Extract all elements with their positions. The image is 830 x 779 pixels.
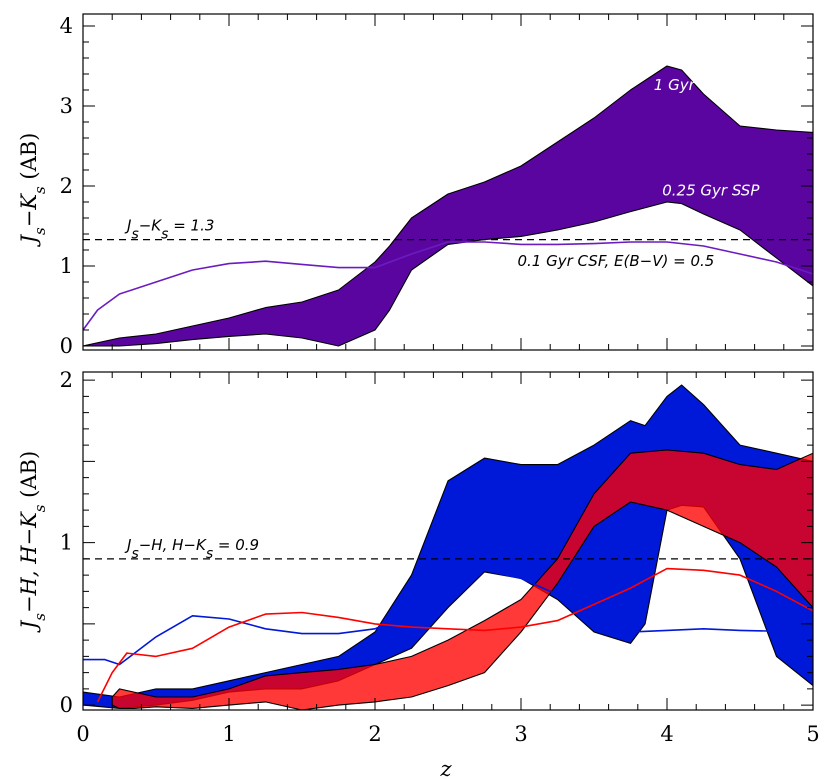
top-annotation: 0.25 Gyr SSP [662, 182, 760, 200]
x-tick-label: 3 [514, 722, 527, 746]
top-axis-ticks: 0 1 2 3 4 [60, 14, 814, 358]
bot-band-1 [111, 449, 813, 710]
bot-y-tick-label: 2 [60, 368, 73, 392]
x-tick-label: 2 [368, 722, 381, 746]
top-y-tick-label: 2 [60, 174, 73, 198]
top-y-tick-label: 0 [60, 334, 73, 358]
x-tick-label: 5 [806, 722, 819, 746]
top-series-line-0 [83, 241, 813, 331]
x-tick-label: 0 [76, 722, 89, 746]
top-panel: 0 1 2 3 4 1 Gyr 0.25 Gyr SSP 0.1 Gyr CSF, E(B−… [17, 13, 814, 358]
top-plot-frame [82, 13, 814, 351]
bottom-panel: 0 1 2 0 1 2 3 4 5 Js−H, H−Ks = 0.9 Js−H, H−Ks (A… [17, 368, 820, 779]
bot-series-line-1 [96, 567, 813, 703]
bot-y-tick-label: 0 [60, 693, 73, 717]
bottom-threshold-label: Js−H, H−Ks = 0.9 [124, 536, 259, 562]
top-series [83, 241, 813, 331]
bottom-y-axis-label: Js−H, H−Ks (AB) [17, 451, 49, 633]
top-band-0 [83, 65, 813, 347]
top-y-tick-label: 4 [60, 14, 73, 38]
x-axis-label: z [439, 757, 452, 779]
bottom-axis-ticks: 0 1 2 0 1 2 3 4 5 [60, 368, 820, 746]
top-bands [83, 65, 813, 347]
top-annotation: 0.1 Gyr CSF, E(B−V) = 0.5 [517, 252, 714, 270]
bot-series-line-0 [83, 569, 813, 666]
bottom-plot-frame [82, 371, 814, 711]
bottom-series [83, 567, 813, 703]
top-y-tick-label: 1 [60, 254, 73, 278]
top-annotation: 1 Gyr [654, 76, 696, 94]
top-y-axis-label: Js−Ks (AB) [17, 133, 49, 248]
top-annotations: 1 Gyr 0.25 Gyr SSP 0.1 Gyr CSF, E(B−V) = 0… [517, 76, 760, 270]
top-y-tick-label: 3 [60, 94, 73, 118]
bottom-bands [83, 384, 813, 710]
x-tick-label: 1 [222, 722, 235, 746]
bot-y-tick-label: 1 [60, 531, 73, 555]
x-tick-label: 4 [660, 722, 673, 746]
top-threshold-label: Js−Ks = 1.3 [124, 217, 214, 243]
